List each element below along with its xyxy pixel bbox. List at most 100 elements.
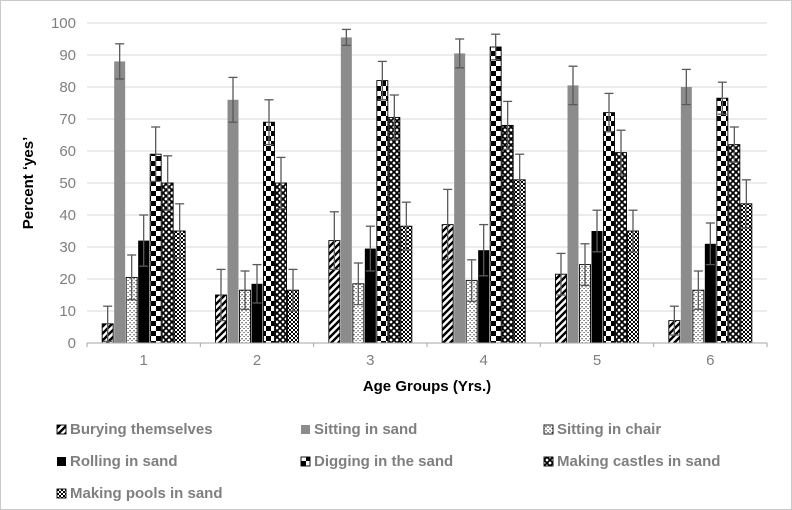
legend-swatch-sitting-in-chair	[543, 424, 554, 435]
bar-sitting-in-sand-group-1	[114, 61, 126, 344]
bar-making-castles-in-sand-group-3	[388, 116, 401, 344]
error-bar-making-castles-in-sand-group-1	[163, 155, 173, 211]
y-tick-label-90: 90	[59, 47, 76, 64]
bar-sitting-in-sand-group-3	[340, 37, 352, 344]
legend-label-rolling-in-sand: Rolling in sand	[70, 453, 178, 470]
legend-label-burying-themselves: Burying themselves	[70, 421, 213, 438]
error-bar-digging-in-the-sand-group-2	[264, 99, 274, 146]
error-bar-burying-themselves-group-1	[103, 305, 113, 343]
legend-label-making-pools-in-sand: Making pools in sand	[70, 485, 223, 502]
y-axis-title: Percent ‘yes’	[20, 137, 37, 230]
error-bar-making-pools-in-sand-group-6	[741, 179, 751, 229]
bar-sitting-in-sand-group-2	[227, 99, 239, 343]
legend-item-digging-in-the-sand: Digging in the sand	[300, 453, 453, 470]
legend-swatch-making-castles-in-sand	[543, 456, 554, 467]
x-tick-label-4: 4	[479, 352, 487, 369]
error-bar-sitting-in-chair-group-4	[467, 259, 477, 303]
error-bar-digging-in-the-sand-group-1	[151, 126, 161, 183]
bar-making-castles-in-sand-group-5	[615, 152, 627, 344]
bar-rolling-in-sand-group-6	[704, 243, 716, 343]
legend-label-sitting-in-chair: Sitting in chair	[557, 421, 661, 438]
error-bar-sitting-in-sand-group-6	[681, 68, 691, 106]
error-bar-rolling-in-sand-group-3	[365, 225, 375, 272]
error-bar-digging-in-the-sand-group-4	[491, 33, 501, 61]
error-bar-sitting-in-sand-group-4	[455, 38, 465, 69]
x-tick-label-6: 6	[706, 352, 714, 369]
error-bar-making-castles-in-sand-group-5	[616, 129, 626, 176]
bar-digging-in-the-sand-group-2	[263, 121, 275, 344]
legend-label-making-castles-in-sand: Making castles in sand	[557, 453, 720, 470]
y-tick-label-0: 0	[68, 335, 76, 352]
y-tick-label-80: 80	[59, 79, 76, 96]
legend-swatch-rolling-in-sand	[57, 457, 66, 466]
bar-rolling-in-sand-group-2	[251, 283, 263, 343]
y-tick-label-40: 40	[59, 207, 76, 224]
axes-layer: 1 2 3 4 5 6	[86, 342, 768, 369]
legend-label-digging-in-the-sand: Digging in the sand	[314, 453, 453, 470]
bar-making-castles-in-sand-group-4	[501, 124, 514, 344]
error-bar-sitting-in-sand-group-3	[341, 28, 351, 47]
legend-swatch-sitting-in-sand	[301, 425, 310, 434]
x-tick-label-2: 2	[253, 352, 261, 369]
bar-rolling-in-sand-group-1	[138, 240, 150, 343]
error-bar-rolling-in-sand-group-1	[139, 214, 149, 267]
error-bar-sitting-in-sand-group-5	[568, 65, 578, 106]
bars-layer	[101, 28, 753, 344]
error-bar-rolling-in-sand-group-2	[252, 263, 262, 304]
legend-item-rolling-in-sand: Rolling in sand	[57, 453, 178, 470]
bar-making-castles-in-sand-group-6	[728, 144, 741, 344]
y-tick-label-30: 30	[59, 239, 76, 256]
error-bar-making-pools-in-sand-group-4	[515, 153, 525, 207]
error-bar-rolling-in-sand-group-5	[592, 209, 602, 253]
y-tick-label-100: 100	[51, 15, 76, 32]
x-axis-title: Age Groups (Yrs.)	[363, 378, 491, 395]
error-bar-making-pools-in-sand-group-1	[175, 203, 185, 259]
x-tick-label-5: 5	[593, 352, 601, 369]
error-bar-making-castles-in-sand-group-2	[276, 156, 286, 210]
gridlines-layer: 0 10 20 30 40 50 60 70 80 90 100	[51, 15, 767, 352]
error-bar-sitting-in-chair-group-6	[693, 270, 703, 311]
bar-digging-in-the-sand-group-4	[489, 46, 502, 344]
legend-item-sitting-in-sand: Sitting in sand	[301, 421, 417, 438]
bar-sitting-in-sand-group-5	[567, 85, 579, 344]
error-bar-rolling-in-sand-group-4	[479, 223, 489, 277]
error-bar-burying-themselves-group-5	[556, 252, 566, 296]
legend: Burying themselves Sitting in sand Sitting…	[56, 421, 720, 502]
error-bar-sitting-in-sand-group-1	[115, 43, 125, 80]
legend-item-sitting-in-chair: Sitting in chair	[543, 421, 661, 438]
legend-item-burying-themselves: Burying themselves	[56, 421, 213, 438]
bar-rolling-in-sand-group-4	[478, 250, 490, 343]
error-bar-sitting-in-chair-group-1	[127, 254, 137, 301]
bar-digging-in-the-sand-group-1	[149, 153, 162, 344]
bar-sitting-in-sand-group-6	[680, 87, 692, 343]
bar-sitting-in-sand-group-4	[454, 53, 466, 344]
bar-rolling-in-sand-group-5	[591, 231, 603, 343]
error-bar-making-castles-in-sand-group-6	[729, 126, 739, 163]
error-bar-rolling-in-sand-group-6	[705, 222, 715, 266]
legend-label-sitting-in-sand: Sitting in sand	[314, 421, 417, 438]
error-bar-making-pools-in-sand-group-2	[288, 268, 298, 312]
error-bar-sitting-in-sand-group-2	[228, 76, 238, 123]
bar-digging-in-the-sand-group-6	[716, 97, 729, 344]
error-bar-digging-in-the-sand-group-6	[717, 81, 727, 115]
legend-item-making-pools-in-sand: Making pools in sand	[56, 485, 223, 502]
error-bar-sitting-in-chair-group-2	[240, 270, 250, 311]
bar-rolling-in-sand-group-3	[364, 248, 376, 343]
error-bar-making-pools-in-sand-group-3	[401, 201, 411, 251]
bar-digging-in-the-sand-group-3	[376, 80, 389, 344]
error-bar-burying-themselves-group-4	[443, 188, 453, 261]
legend-item-making-castles-in-sand: Making castles in sand	[543, 453, 720, 470]
bar-digging-in-the-sand-group-5	[603, 112, 615, 344]
y-tick-label-10: 10	[59, 303, 76, 320]
error-bar-sitting-in-chair-group-3	[353, 262, 363, 306]
x-tick-label-3: 3	[366, 352, 374, 369]
error-bar-digging-in-the-sand-group-5	[604, 92, 614, 133]
error-bar-making-castles-in-sand-group-3	[389, 94, 399, 141]
error-bar-making-castles-in-sand-group-4	[503, 100, 513, 151]
legend-swatch-making-pools-in-sand	[56, 488, 67, 499]
error-bar-burying-themselves-group-3	[329, 211, 339, 271]
error-bar-sitting-in-chair-group-5	[580, 243, 590, 287]
error-bar-making-pools-in-sand-group-5	[628, 209, 638, 253]
